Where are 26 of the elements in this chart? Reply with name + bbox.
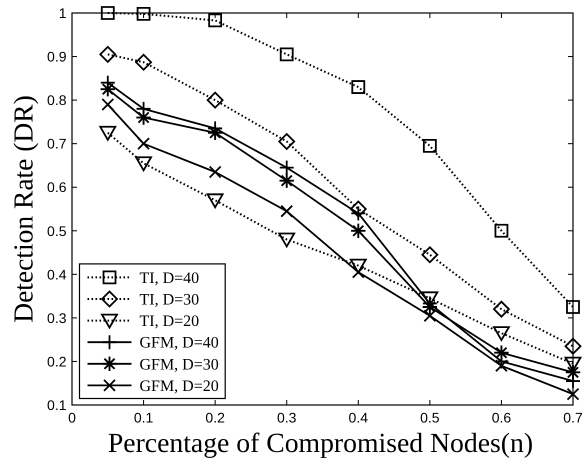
x-tick-label: 0	[68, 410, 76, 426]
x-axis-title: Percentage of Compromised Nodes(n)	[108, 427, 534, 458]
y-tick-label: 0.9	[47, 48, 67, 65]
legend-label: TI, D=30	[140, 292, 200, 308]
y-tick-label: 0.6	[47, 179, 67, 196]
x-tick-label: 0.3	[276, 410, 297, 426]
legend-label: GFM, D=40	[140, 334, 219, 352]
legend-label: TI, D=20	[140, 313, 200, 330]
x-tick-label: 0.7	[563, 410, 583, 426]
y-tick-label: 0.2	[47, 353, 67, 370]
legend-label: GFM, D=30	[140, 356, 219, 374]
y-tick-label: 1	[58, 5, 67, 21]
x-tick-label: 0.6	[492, 410, 512, 426]
y-tick-label: 0.4	[47, 266, 67, 282]
y-tick-label: 0.3	[47, 310, 67, 326]
x-tick-label: 0.2	[205, 410, 226, 426]
y-tick-label: 0.7	[47, 136, 67, 152]
y-axis-title: Detection Rate (DR)	[8, 95, 38, 323]
legend-label: TI, D=40	[140, 270, 200, 287]
y-tick-label: 0.1	[47, 397, 67, 413]
x-tick-label: 0.4	[348, 410, 368, 426]
legend-label: GFM, D=20	[140, 378, 219, 395]
x-tick-label: 0.1	[134, 410, 154, 426]
y-tick-label: 0.5	[47, 222, 67, 239]
y-tick-label: 0.8	[47, 92, 67, 108]
x-tick-label: 0.5	[420, 410, 440, 426]
